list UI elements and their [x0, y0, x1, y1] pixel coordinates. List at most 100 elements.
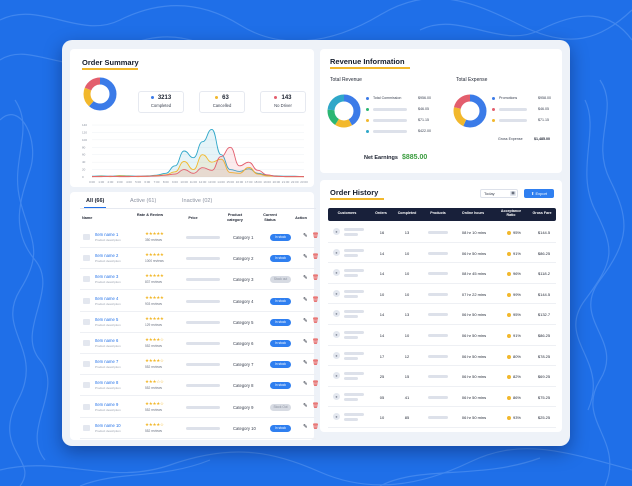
col-rate-review: Rate & Review: [136, 213, 164, 217]
x-tick-label: 0:00: [89, 180, 95, 184]
col-action: Action: [295, 216, 307, 220]
delete-icon[interactable]: 🗑: [312, 381, 319, 388]
edit-icon[interactable]: ✎: [303, 296, 308, 303]
x-tick-label: 4:00: [126, 180, 132, 184]
table-row[interactable]: ● 14 10 08 hr 45 mins 96% $118.2: [328, 263, 556, 284]
table-row[interactable]: Item name 10 Product description ★★★★☆ 552 …: [80, 418, 319, 439]
delete-icon[interactable]: 🗑: [312, 339, 319, 345]
table-row[interactable]: Item name 2 Product description ★★★★★ 1000 …: [80, 248, 319, 270]
series-line-3: [92, 146, 304, 178]
table-row[interactable]: Item name 1 Product description ★★★★★ 350 r…: [80, 227, 319, 248]
customer-sub-placeholder: [344, 336, 358, 339]
tab-inactive[interactable]: Inactive (02): [182, 198, 213, 204]
review-count: 552 reviews: [145, 428, 163, 433]
item-name[interactable]: Item name 4: [95, 295, 119, 301]
delete-icon[interactable]: 🗑: [312, 423, 319, 430]
avatar-icon: ●: [333, 248, 340, 256]
item-name[interactable]: Item name 3: [95, 274, 119, 280]
orders-cell: 10: [379, 291, 385, 297]
rating-stars: ★★★★★: [145, 294, 164, 300]
x-tick-label: 15:00: [227, 180, 235, 184]
completed-cell: 10: [404, 291, 410, 297]
table-row[interactable]: ● 05 41 06 hr 50 mins 86% $75.25: [328, 387, 556, 408]
delete-icon[interactable]: 🗑: [312, 317, 319, 324]
ratio-icon: [506, 375, 511, 380]
y-tick-label: 60: [82, 153, 86, 157]
item-name[interactable]: Item name 2: [95, 253, 119, 259]
y-tick-label: 100: [82, 138, 87, 142]
edit-icon[interactable]: ✎: [303, 339, 308, 345]
table-row[interactable]: ● 14 13 06 hr 50 mins 95% $132.7: [328, 304, 556, 325]
tab-all[interactable]: All (66): [86, 198, 105, 204]
gross-fare-cell: $25.25: [537, 415, 551, 421]
table-row[interactable]: ● 14 10 06 hr 50 mins 91% $86.25: [328, 325, 556, 346]
table-row[interactable]: Item name 3 Product description ★★★★★ 837 r…: [80, 269, 319, 291]
cancelled-dot-icon: [215, 95, 219, 99]
series-area-3: [92, 147, 304, 177]
total-expense-title: Total Expense: [456, 77, 488, 83]
table-row[interactable]: ● 25 15 06 hr 50 mins 82% $69.25: [328, 366, 556, 387]
products-placeholder: [428, 231, 448, 234]
delete-icon[interactable]: 🗑: [312, 275, 319, 282]
table-row[interactable]: Item name 5 Product description ★★★★★ 129 r…: [80, 312, 319, 333]
review-count: 903 reviews: [145, 301, 163, 306]
item-name[interactable]: Item name 5: [95, 316, 119, 322]
delete-icon[interactable]: 🗑: [312, 402, 319, 409]
product-category: Category 5: [233, 319, 254, 325]
table-row[interactable]: Item name 7 Product description ★★★★☆ 552 r…: [80, 354, 319, 376]
col-gross-fare: Gross Fare: [532, 211, 552, 215]
delete-icon[interactable]: 🗑: [312, 254, 319, 261]
table-row[interactable]: ● 14 10 06 hr 50 mins 91% $86.25: [328, 243, 556, 264]
edit-icon[interactable]: ✎: [303, 275, 308, 282]
table-row[interactable]: Item name 8 Product description ★★★☆☆ 552 r…: [80, 375, 319, 397]
cancelled-label: Cancelled: [212, 103, 232, 108]
edit-icon[interactable]: ✎: [303, 317, 308, 324]
orders-cell: 05: [379, 394, 385, 400]
delete-icon[interactable]: 🗑: [312, 360, 319, 367]
item-name[interactable]: Item name 10: [95, 422, 121, 428]
table-row[interactable]: ● 10 10 07 hr 22 mins 99% $144.5: [328, 284, 556, 305]
col-status: Current Status: [263, 213, 277, 222]
edit-icon[interactable]: ✎: [303, 254, 308, 261]
table-row[interactable]: ● 10 85 06 hr 50 mins 93% $25.25: [328, 407, 556, 428]
price-placeholder: [186, 257, 220, 261]
table-row[interactable]: Item name 9 Product description ★★★★☆ 552 r…: [80, 397, 319, 418]
item-name[interactable]: Item name 7: [95, 359, 119, 365]
completed-label: Completed: [150, 103, 172, 108]
online-hours-cell: 06 hr 50 mins: [461, 250, 487, 256]
expense-donut: [453, 94, 487, 128]
item-name[interactable]: Item name 1: [95, 232, 119, 237]
date-filter-select[interactable]: Today ▦: [480, 189, 518, 198]
edit-icon[interactable]: ✎: [303, 360, 308, 367]
tab-active[interactable]: Active (61): [130, 198, 157, 204]
customer-sub-placeholder: [344, 377, 358, 381]
edit-icon[interactable]: ✎: [303, 233, 308, 239]
export-button[interactable]: ⬆ Export: [524, 189, 554, 198]
series-area-1: [92, 129, 304, 177]
gross-fare-cell: $144.5: [537, 291, 551, 297]
table-row[interactable]: ● 17 12 06 hr 50 mins 80% $78.25: [328, 346, 556, 367]
edit-icon[interactable]: ✎: [303, 423, 308, 430]
x-tick-label: 14:00: [217, 180, 225, 184]
edit-icon[interactable]: ✎: [303, 381, 308, 388]
avatar-icon: ●: [333, 413, 340, 421]
x-tick-label: 16:00: [236, 180, 244, 184]
ratio-icon: [506, 292, 511, 297]
price-placeholder: [186, 426, 220, 430]
table-row[interactable]: ● 16 13 08 hr 10 mins 95% $144.5: [328, 222, 556, 243]
customer-name-placeholder: [344, 351, 364, 355]
edit-icon[interactable]: ✎: [303, 402, 308, 409]
item-name[interactable]: Item name 8: [95, 380, 119, 386]
item-name[interactable]: Item name 9: [95, 401, 119, 407]
stat-no-driver: 143 No Driver: [260, 91, 306, 113]
table-row[interactable]: Item name 4 Product description ★★★★★ 903 r…: [80, 291, 319, 312]
table-row[interactable]: Item name 6 Product description ★★★★☆ 552 r…: [80, 333, 319, 354]
completed-cell: 41: [404, 394, 410, 400]
x-tick-label: 18:00: [254, 180, 262, 184]
revenue-donut: [327, 94, 361, 128]
delete-icon[interactable]: 🗑: [312, 296, 319, 303]
avatar-icon: ●: [333, 269, 340, 277]
customer-sub-placeholder: [344, 397, 358, 401]
delete-icon[interactable]: 🗑: [312, 233, 319, 239]
item-name[interactable]: Item name 6: [95, 338, 119, 343]
